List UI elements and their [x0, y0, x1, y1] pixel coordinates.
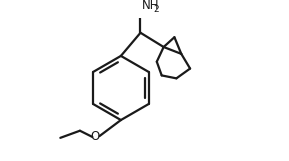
Text: NH: NH [141, 0, 159, 12]
Text: 2: 2 [153, 5, 159, 14]
Text: O: O [90, 130, 100, 143]
